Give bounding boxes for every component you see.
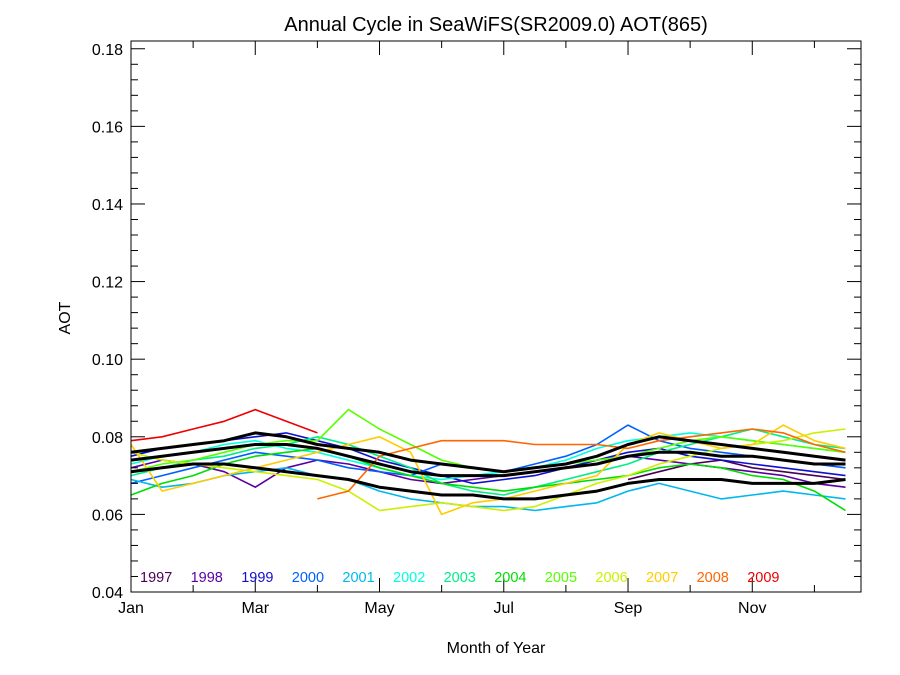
legend-entry-2007: 2007 (646, 570, 678, 586)
series-line-1997 (627, 459, 846, 481)
series-line-2003 (130, 428, 846, 496)
legend-entry-2003: 2003 (444, 570, 476, 586)
y-tick-label: 0.04 (92, 585, 123, 602)
x-tick-label: Mar (241, 600, 269, 617)
y-tick-label: 0.18 (92, 42, 123, 59)
x-tick-label: Nov (738, 600, 766, 617)
series-line-2009 (130, 408, 318, 442)
legend-entry-2000: 2000 (292, 570, 324, 586)
mean-line-15 (130, 462, 846, 501)
y-tick-label: 0.14 (92, 197, 123, 214)
y-tick-label: 0.08 (92, 430, 123, 447)
series-line-2008 (317, 428, 846, 500)
legend-entry-2008: 2008 (697, 570, 729, 586)
plot-frame (130, 40, 862, 593)
x-tick-label: Jul (494, 600, 514, 617)
legend-entry-2004: 2004 (494, 570, 526, 586)
legend-entry-2006: 2006 (595, 570, 627, 586)
x-axis-label: Month of Year (447, 640, 546, 657)
legend: 1997 1998 1999 2000 2001 2002 2003 2004 2005 2006… (140, 570, 779, 586)
y-tick-label: 0.10 (92, 352, 123, 369)
legend-entry-1999: 1999 (241, 570, 273, 586)
legend-entry-2005: 2005 (545, 570, 577, 586)
x-tick-label: Sep (614, 600, 643, 617)
chart-title: Annual Cycle in SeaWiFS(SR2009.0) AOT(86… (284, 14, 708, 36)
mean-line-13 (130, 431, 846, 474)
y-tick-label: 0.12 (92, 275, 123, 292)
legend-entry-2009: 2009 (747, 570, 779, 586)
legend-entry-1998: 1998 (191, 570, 223, 586)
legend-entry-2002: 2002 (393, 570, 425, 586)
mean-line-14 (130, 443, 846, 478)
legend-entry-1997: 1997 (140, 570, 172, 586)
series-line-2007 (130, 424, 846, 516)
series-line-2004 (130, 447, 846, 512)
y-axis-label: AOT (57, 301, 74, 334)
x-tick-label: May (364, 600, 394, 617)
series-layer (130, 408, 846, 516)
axes-layer: 0.04 0.06 0.08 0.10 0.12 0.14 0.16 0.18 Jan Mar Ma… (92, 40, 862, 617)
y-tick-label: 0.06 (92, 507, 123, 524)
legend-entry-2001: 2001 (342, 570, 374, 586)
series-line-2001 (130, 467, 846, 512)
series-line-1999 (130, 432, 846, 485)
y-tick-label: 0.16 (92, 119, 123, 136)
x-tick-label: Jan (118, 600, 144, 617)
